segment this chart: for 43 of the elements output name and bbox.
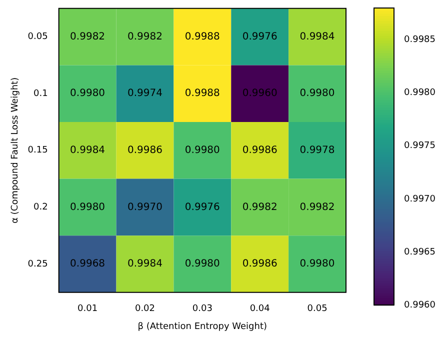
data-label: 0.9976 <box>242 31 278 42</box>
y-axis-title: α (Compound Fault Loss Weight) <box>10 77 21 224</box>
y-tick-label: 0.1 <box>34 88 48 99</box>
data-label: 0.9968 <box>70 258 106 270</box>
color-bar-label: 0.9970 <box>404 194 436 204</box>
color-bar-label: 0.9975 <box>404 141 436 152</box>
x-tick-label: 0.05 <box>307 304 328 314</box>
color-bar-label: 0.9960 <box>404 300 436 310</box>
x-axis-title: β (Attention Entropy Weight) <box>138 322 268 332</box>
data-label: 0.9980 <box>184 258 220 270</box>
data-label: 0.9982 <box>70 31 106 42</box>
y-tick-label: 0.2 <box>34 202 48 213</box>
data-label: 0.9986 <box>127 144 162 156</box>
data-label: 0.9986 <box>242 144 278 156</box>
data-label: 0.9980 <box>300 88 335 100</box>
data-label: 0.9988 <box>184 31 220 42</box>
data-label: 0.9974 <box>127 88 162 100</box>
x-tick-label: 0.04 <box>250 304 270 314</box>
x-tick-label: 0.02 <box>134 304 156 314</box>
data-label: 0.9984 <box>70 144 106 156</box>
data-label: 0.9984 <box>300 31 335 42</box>
data-label: 0.9982 <box>300 202 335 213</box>
y-tick-label: 0.05 <box>28 32 48 42</box>
data-label: 0.9982 <box>242 202 278 213</box>
y-tick-label: 0.15 <box>28 146 48 156</box>
data-label: 0.9970 <box>127 202 162 213</box>
data-label: 0.9980 <box>184 144 220 156</box>
color-bar-label: 0.9985 <box>404 35 436 46</box>
x-tick-label: 0.01 <box>78 304 98 314</box>
data-label: 0.9980 <box>300 258 335 270</box>
data-label: 0.9960 <box>242 88 278 100</box>
y-tick-label: 0.25 <box>28 259 48 270</box>
data-label: 0.9980 <box>70 88 106 100</box>
color-bar-label: 0.9980 <box>404 88 436 98</box>
data-label: 0.9988 <box>184 88 220 100</box>
color-bar-label: 0.9965 <box>404 247 436 258</box>
data-label: 0.9986 <box>242 258 278 270</box>
data-label: 0.9976 <box>184 202 220 213</box>
data-label: 0.9984 <box>127 258 162 270</box>
data-label: 0.9980 <box>70 202 106 213</box>
x-tick-label: 0.03 <box>192 304 212 314</box>
data-label: 0.9982 <box>127 31 162 42</box>
data-label: 0.9978 <box>300 144 335 156</box>
